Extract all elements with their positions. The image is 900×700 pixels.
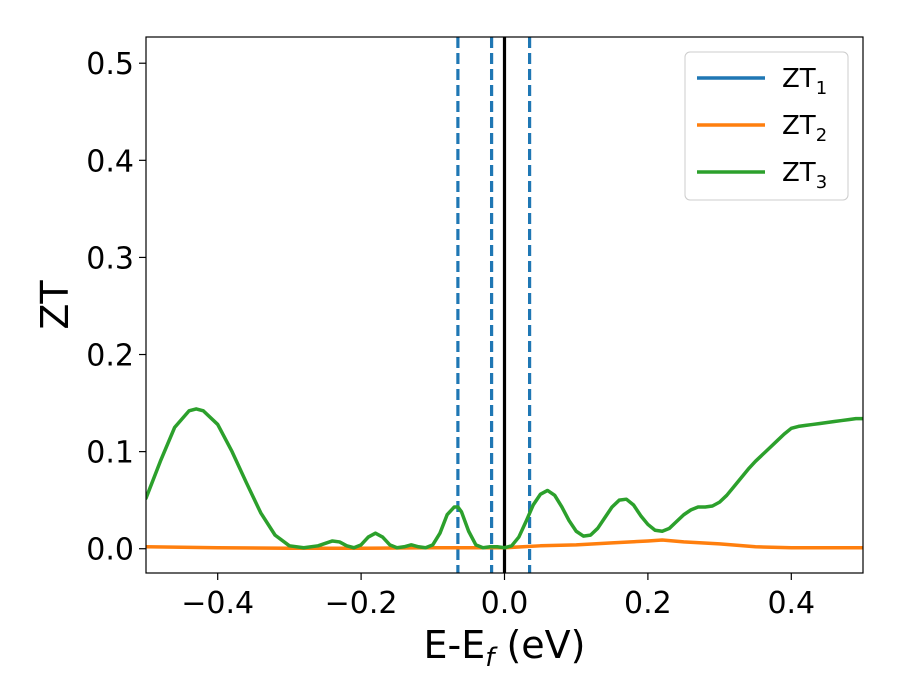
series-line-zt2 bbox=[146, 538, 863, 550]
x-axis-ticks: −0.4 −0.2 0.0 0.2 0.4 bbox=[181, 573, 815, 621]
x-tick-label: −0.2 bbox=[325, 586, 398, 621]
x-axis-label-unit: (eV) bbox=[494, 623, 585, 667]
x-tick-label: 0.4 bbox=[767, 586, 815, 621]
x-axis-label-main: E-E bbox=[424, 623, 486, 667]
y-axis-ticks: 0.0 0.1 0.2 0.3 0.4 0.5 bbox=[86, 47, 146, 568]
y-tick-label: 0.2 bbox=[86, 339, 134, 374]
x-axis-label: E-Ef (eV) bbox=[424, 623, 586, 673]
legend-frame bbox=[684, 51, 849, 201]
y-tick-label: 0.4 bbox=[86, 144, 134, 179]
legend-label-zt2: ZT2 bbox=[782, 111, 827, 146]
legend-entries: ZT1 ZT2 ZT3 bbox=[697, 64, 827, 193]
y-tick-label: 0.0 bbox=[86, 533, 134, 568]
legend: ZT1 ZT2 ZT3 bbox=[684, 51, 849, 201]
y-axis-label: ZT bbox=[33, 280, 77, 330]
y-tick-label: 0.5 bbox=[86, 47, 134, 82]
legend-label-zt3: ZT3 bbox=[782, 158, 827, 193]
y-tick-label: 0.3 bbox=[86, 241, 134, 276]
plot-content bbox=[146, 37, 863, 573]
x-tick-label: 0.0 bbox=[481, 586, 529, 621]
x-tick-label: −0.4 bbox=[181, 586, 254, 621]
x-tick-label: 0.2 bbox=[624, 586, 672, 621]
y-tick-label: 0.1 bbox=[86, 436, 134, 471]
series-line-zt3 bbox=[146, 407, 863, 550]
legend-label-zt1: ZT1 bbox=[782, 64, 827, 99]
